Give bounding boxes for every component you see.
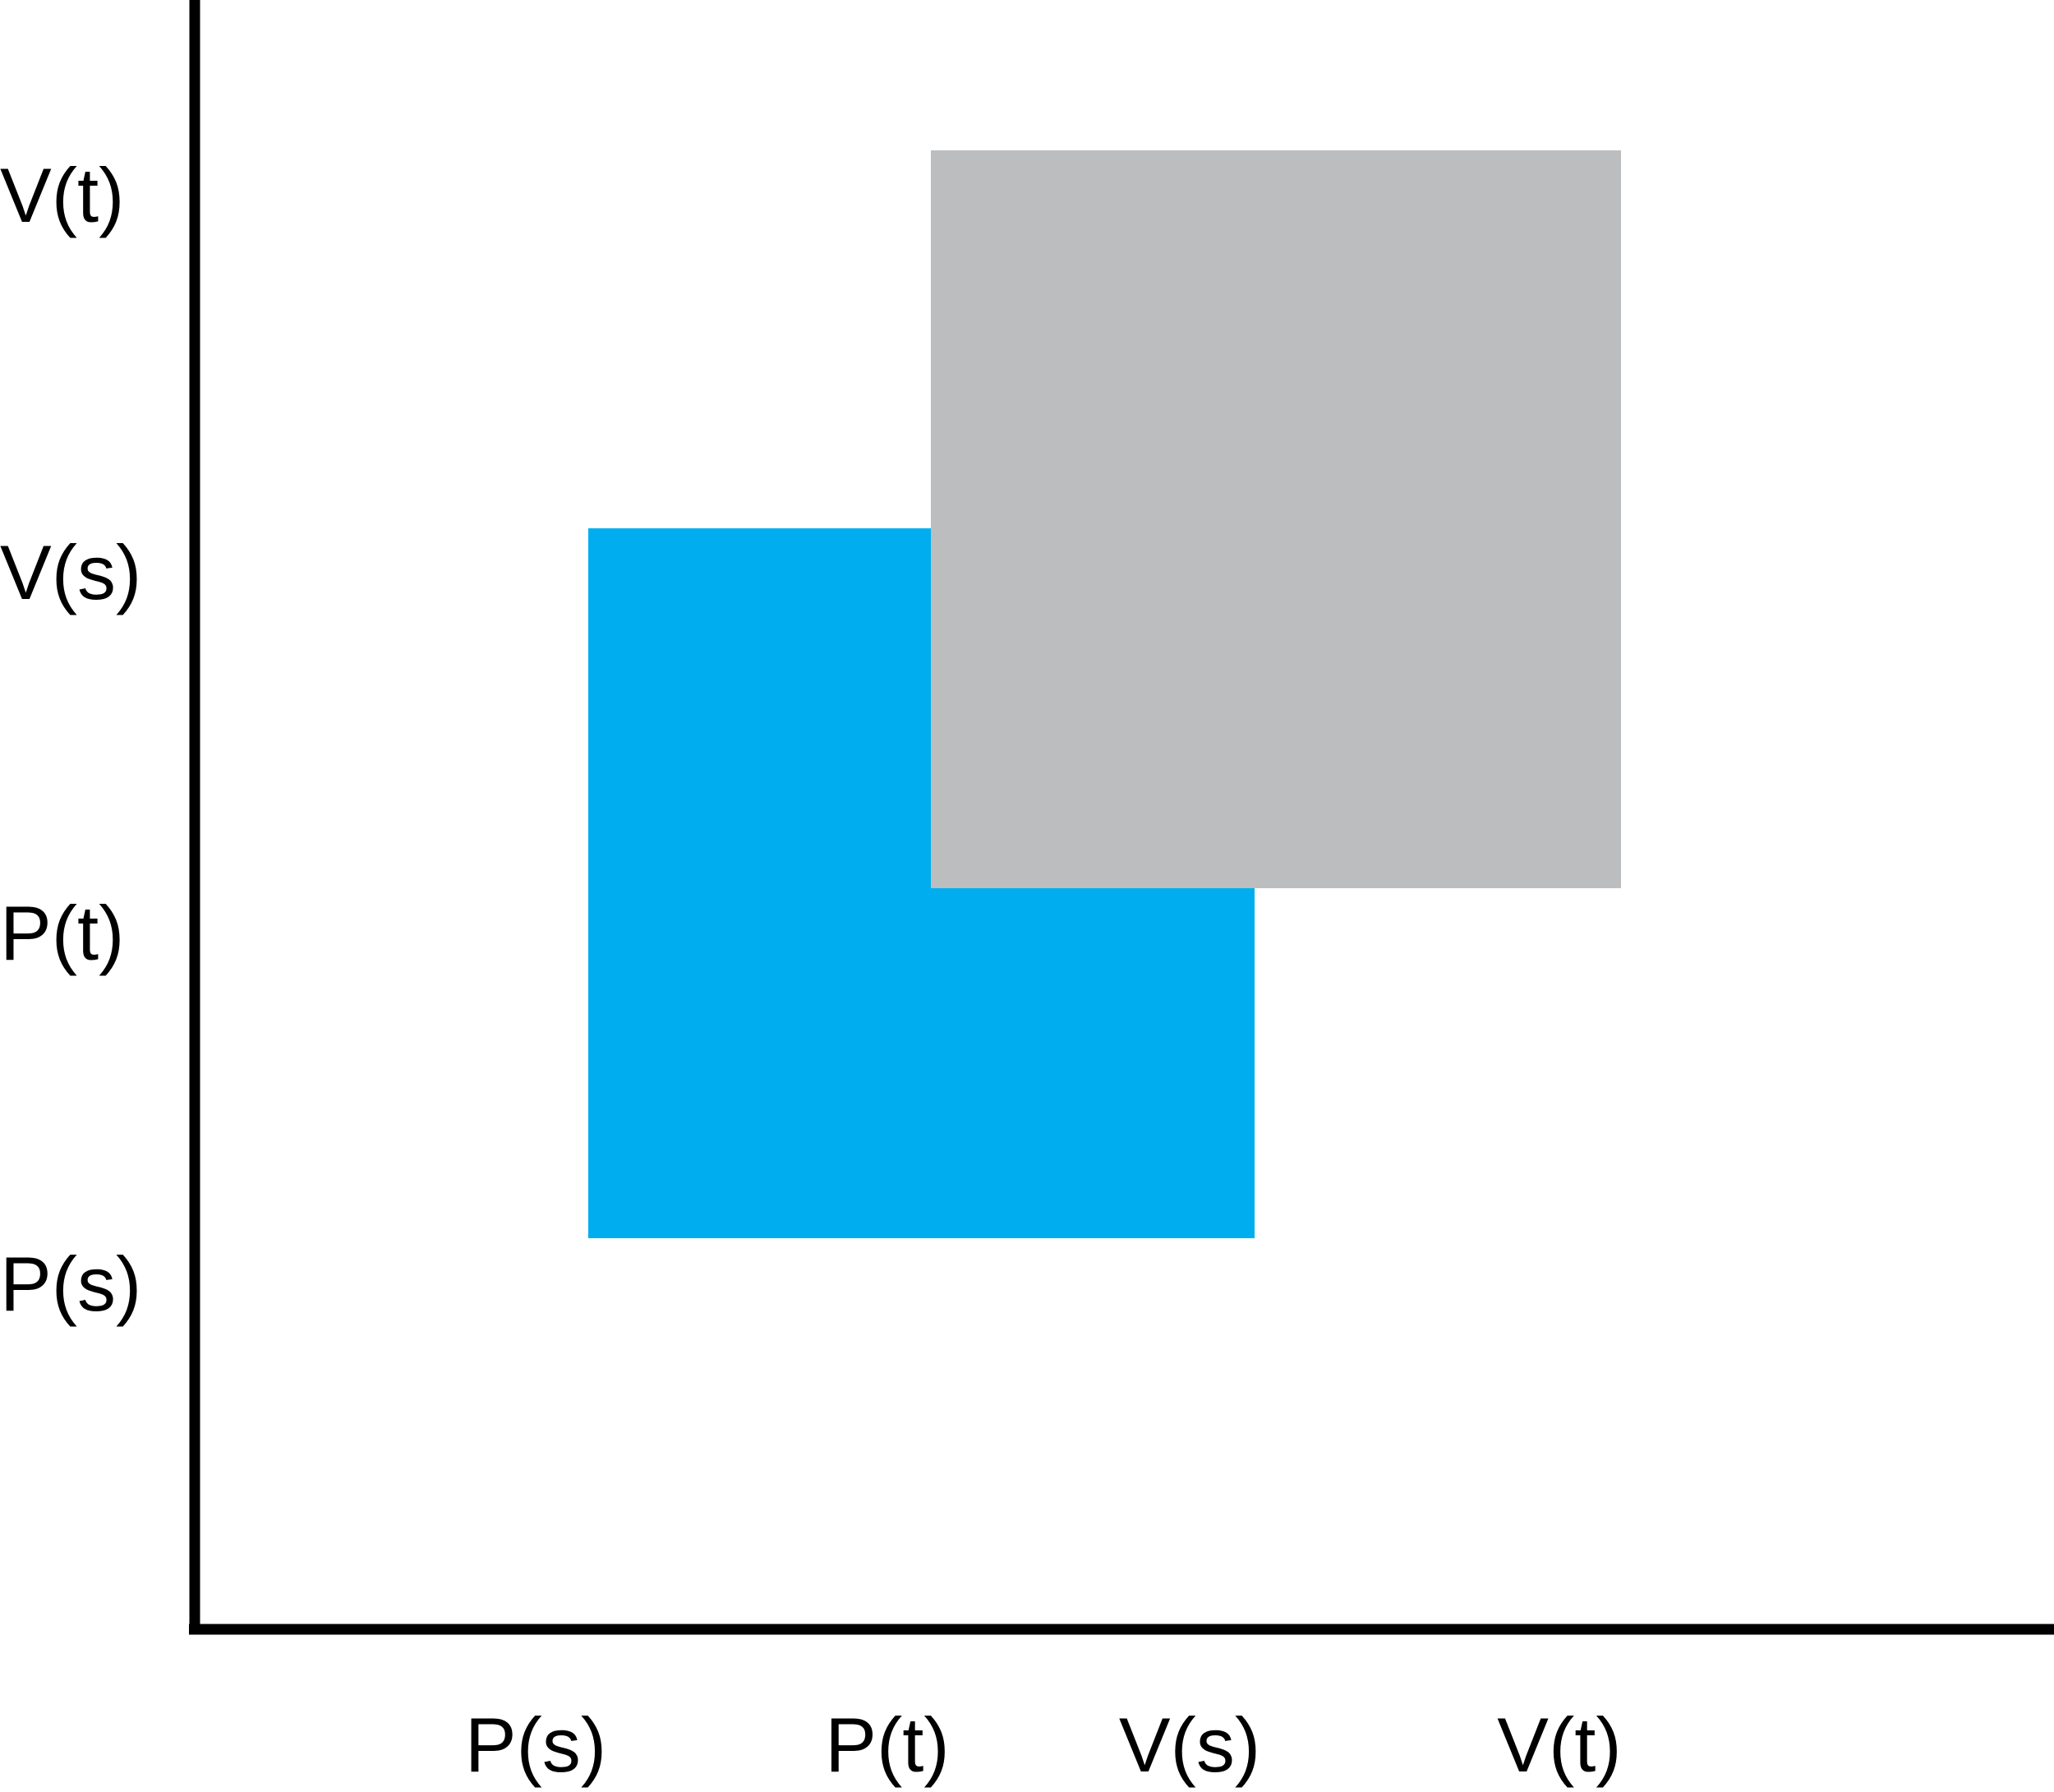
y-tick-label-v-s: V(s) <box>0 529 141 615</box>
x-tick-label-v-s: V(s) <box>1119 1702 1260 1788</box>
x-tick-label-p-t: P(t) <box>825 1702 949 1788</box>
y-tick-label-p-s: P(s) <box>0 1241 141 1327</box>
axes-layer <box>189 0 2054 1635</box>
y-tick-label-p-t: P(t) <box>0 890 124 976</box>
gray-region-t <box>931 150 1621 888</box>
regions-layer <box>588 150 1621 1238</box>
x-tick-label-v-t: V(t) <box>1497 1702 1621 1788</box>
labels-layer: P(s) P(t) V(s) V(t) P(s) P(t) V(s) V(t) <box>0 152 1622 1788</box>
x-tick-label-p-s: P(s) <box>465 1702 606 1788</box>
y-tick-label-v-t: V(t) <box>0 152 124 238</box>
